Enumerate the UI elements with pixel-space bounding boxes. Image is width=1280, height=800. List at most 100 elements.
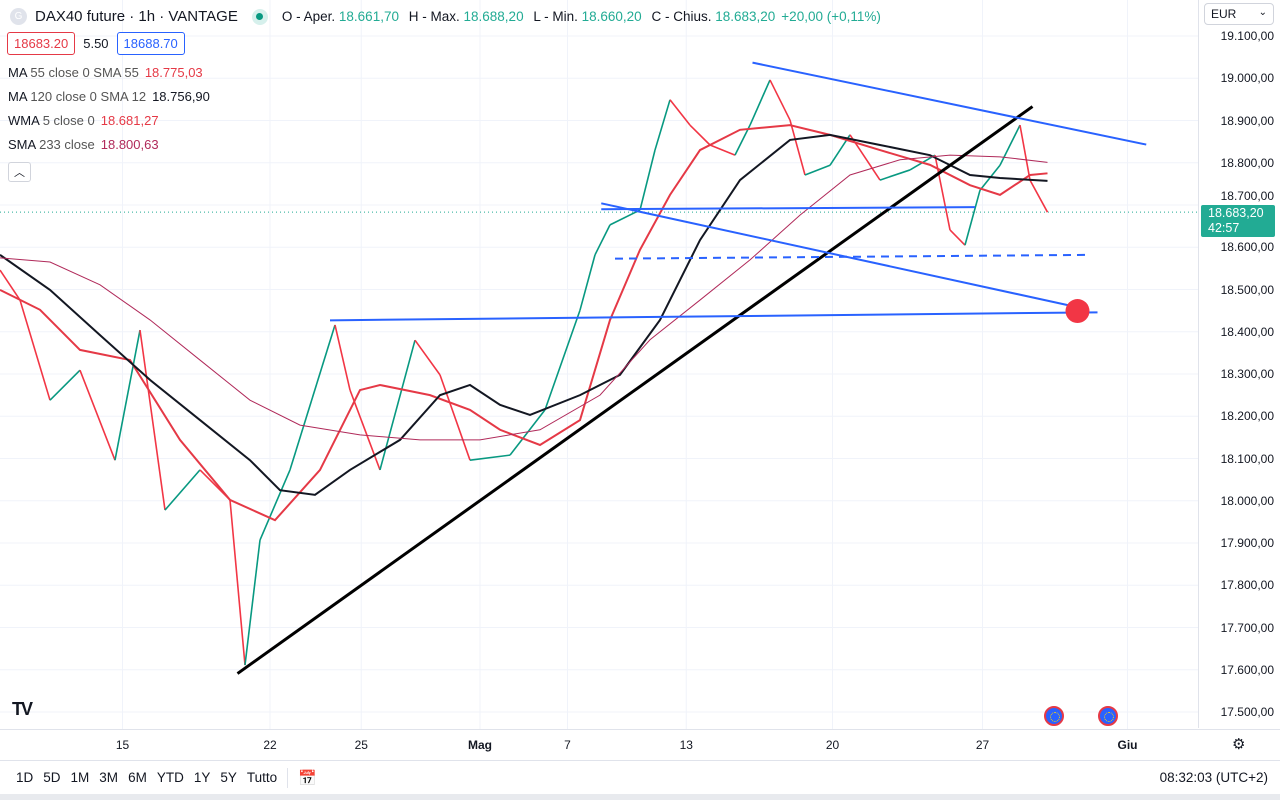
settings-gear-icon[interactable]: ⚙ xyxy=(1232,736,1246,753)
eu-event-icon[interactable] xyxy=(1098,706,1118,726)
support-line[interactable] xyxy=(329,311,1098,322)
price-tick-label: 18.900,00 xyxy=(1220,113,1274,128)
range-button-tutto[interactable]: Tutto xyxy=(246,770,278,785)
price-tick-label: 19.100,00 xyxy=(1220,29,1274,43)
price-chart[interactable] xyxy=(0,0,1198,729)
dashed-support-line[interactable] xyxy=(614,253,1091,260)
currency-select[interactable]: EUR ⌄ xyxy=(1204,3,1274,25)
price-tick-label: 18.200,00 xyxy=(1220,409,1274,424)
time-tick-label: 15 xyxy=(115,738,130,752)
price-segment xyxy=(349,389,381,471)
time-tick-label: Mag xyxy=(468,738,492,752)
price-tick-label: 18.000,00 xyxy=(1220,493,1274,508)
price-segment xyxy=(244,539,261,666)
horizontal-resistance-line[interactable] xyxy=(601,206,976,211)
tradingview-logo[interactable]: TV xyxy=(12,699,33,719)
indicator-name: SMA xyxy=(8,137,36,152)
price-segment xyxy=(544,309,581,411)
range-button-1d[interactable]: 1D xyxy=(16,770,34,785)
calendar-goto-icon[interactable]: 📅 xyxy=(298,769,317,787)
indicator-value: 18.800,63 xyxy=(100,137,159,152)
buy-button[interactable]: 18688.70 xyxy=(116,32,185,55)
price-segment xyxy=(79,369,116,461)
price-segment xyxy=(879,169,911,181)
price-segment xyxy=(414,339,441,376)
last-price-label: 18.683,20 42:57 xyxy=(1201,205,1275,237)
symbol-title[interactable]: DAX40 future · 1h · VANTAGE xyxy=(35,8,238,25)
price-segment xyxy=(949,229,966,246)
ma-line-sma-233 xyxy=(0,154,1048,441)
time-tick-label: 22 xyxy=(263,738,277,752)
uptrend-line[interactable] xyxy=(236,105,1034,675)
eu-event-icon[interactable] xyxy=(1044,706,1064,726)
collapse-legend-button[interactable]: ︿ xyxy=(8,162,31,182)
price-segment xyxy=(789,119,806,176)
price-segment xyxy=(709,144,736,156)
chevron-up-icon: ︿ xyxy=(14,167,25,179)
time-tick-label: 25 xyxy=(354,738,368,752)
trade-panel: 18683.20 5.50 18688.70 xyxy=(7,32,185,55)
price-tick-label: 17.900,00 xyxy=(1220,536,1274,550)
price-tick-label: 17.500,00 xyxy=(1220,705,1274,719)
price-segment xyxy=(734,124,751,156)
range-button-5d[interactable]: 5D xyxy=(43,770,61,785)
price-segment xyxy=(999,124,1021,166)
price-segment xyxy=(289,324,336,471)
range-button-3m[interactable]: 3M xyxy=(99,770,119,785)
price-segment xyxy=(804,164,831,176)
price-segment xyxy=(594,224,611,256)
sell-button[interactable]: 18683.20 xyxy=(7,32,76,55)
indicator-params: 55 close 0 SMA 55 xyxy=(30,65,139,80)
range-button-6m[interactable]: 6M xyxy=(128,770,147,785)
price-tick-label: 17.800,00 xyxy=(1220,578,1274,593)
indicator-row[interactable]: SMA 233 close 18.800,63 xyxy=(8,136,210,160)
footer-bar xyxy=(0,794,1280,800)
market-status-icon xyxy=(251,8,268,25)
range-button-1m[interactable]: 1M xyxy=(70,770,90,785)
time-axis[interactable]: 15 22 25 Mag 7 13 20 27 Giu xyxy=(0,729,1280,759)
price-segment xyxy=(49,369,81,401)
chart-header: G DAX40 future · 1h · VANTAGE O - Aper. … xyxy=(10,8,887,25)
indicator-name: MA xyxy=(8,89,27,104)
price-tick-label: 18.500,00 xyxy=(1220,282,1274,297)
price-segment xyxy=(164,469,201,511)
price-segment xyxy=(964,190,981,246)
price-segment xyxy=(769,79,791,121)
price-tick-label: 18.300,00 xyxy=(1220,367,1274,381)
time-tick-label: 13 xyxy=(679,738,693,752)
ohlc-values: O - Aper. 18.661,70 H - Max. 18.688,20 L… xyxy=(281,9,881,24)
range-button-ytd[interactable]: YTD xyxy=(156,770,184,785)
price-segment xyxy=(654,99,671,151)
symbol-logo: G xyxy=(10,8,27,25)
price-tick-label: 18.800,00 xyxy=(1220,155,1274,170)
divider xyxy=(287,767,289,788)
price-tick-label: 18.700,00 xyxy=(1220,189,1274,203)
ma-line-ma-120 xyxy=(0,133,1048,496)
range-button-5y[interactable]: 5Y xyxy=(220,770,237,785)
indicator-name: WMA xyxy=(8,113,40,128)
price-segment xyxy=(114,329,141,461)
indicator-params: 120 close 0 SMA 12 xyxy=(30,89,147,104)
indicator-params: 5 close 0 xyxy=(42,113,95,128)
price-tick-label: 18.600,00 xyxy=(1220,240,1274,255)
indicator-legend: MA 55 close 0 SMA 55 18.775,03 MA 120 clos… xyxy=(8,64,210,160)
time-tick-label: 20 xyxy=(825,738,840,752)
channel-top-line[interactable] xyxy=(752,61,1147,146)
indicator-row[interactable]: MA 120 close 0 SMA 12 18.756,90 xyxy=(8,88,210,112)
indicator-row[interactable]: WMA 5 close 0 18.681,27 xyxy=(8,112,210,136)
price-segment xyxy=(1019,125,1031,181)
price-tick-label: 18.100,00 xyxy=(1220,451,1274,466)
price-segment xyxy=(0,269,21,301)
price-segment xyxy=(749,79,771,126)
price-segment xyxy=(609,209,641,226)
price-segment xyxy=(579,254,596,311)
indicator-row[interactable]: MA 55 close 0 SMA 55 18.775,03 xyxy=(8,64,210,88)
price-segment xyxy=(139,329,166,511)
price-axis[interactable]: 19.100,00 19.000,00 18.900,00 18.800,00 18.7… xyxy=(1198,0,1280,728)
ma-line-ma-55 xyxy=(0,124,1048,522)
time-tick-label: 7 xyxy=(564,738,571,752)
price-segment xyxy=(1029,179,1049,213)
indicator-value: 18.756,90 xyxy=(152,89,210,104)
range-button-1y[interactable]: 1Y xyxy=(193,770,211,785)
descending-line[interactable] xyxy=(601,202,1078,309)
